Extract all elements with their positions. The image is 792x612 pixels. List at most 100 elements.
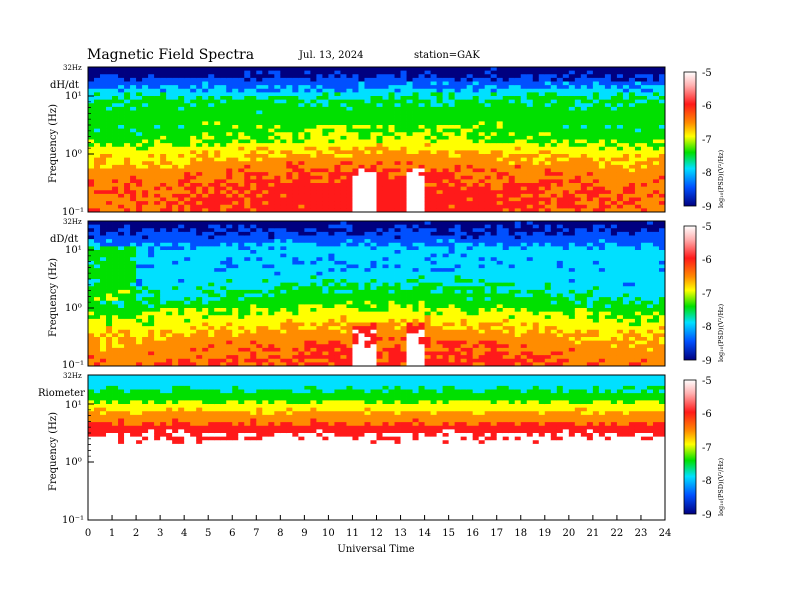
spectrogram-cell [340, 183, 347, 188]
spectrogram-cell [610, 204, 618, 209]
spectrogram-cell [238, 264, 245, 269]
spectrogram-cell [226, 308, 233, 313]
spectrogram-cell [142, 96, 149, 101]
spectrogram-cell [574, 146, 582, 151]
spectrogram-cell [472, 157, 480, 162]
spectrogram-cell [196, 197, 203, 202]
spectrogram-cell [538, 175, 546, 180]
spectrogram-cell [502, 183, 510, 188]
spectrogram-cell [442, 179, 450, 184]
spectrogram-cell [226, 74, 233, 79]
spectrogram-cell [658, 88, 666, 93]
spectrogram-cell [208, 279, 215, 284]
spectrogram-cell [568, 175, 576, 180]
spectrogram-cell [232, 329, 239, 334]
spectrogram-cell [334, 135, 341, 140]
spectrogram-cell [106, 326, 113, 331]
spectrogram-cell [154, 297, 161, 302]
spectrogram-cell [442, 190, 450, 195]
spectrogram-cell [148, 271, 155, 276]
spectrogram-cell [352, 179, 359, 184]
spectrogram-cell [256, 150, 263, 155]
spectrogram-cell [538, 201, 546, 206]
spectrogram-cell [424, 103, 431, 108]
spectrogram-cell [130, 128, 137, 133]
spectrogram-cell [112, 110, 119, 115]
spectrogram-cell [118, 183, 125, 188]
spectrogram-cell [448, 179, 456, 184]
spectrogram-cell [166, 157, 173, 162]
spectrogram-cell [352, 125, 359, 130]
spectrogram-cell [490, 103, 498, 108]
spectrogram-cell [514, 197, 522, 202]
spectrogram-cell [88, 224, 95, 229]
spectrogram-cell [496, 114, 504, 119]
spectrogram-cell [466, 154, 474, 159]
spectrogram-cell [406, 146, 413, 151]
spectrogram-cell [616, 74, 624, 79]
spectrogram-cell [538, 161, 546, 166]
spectrogram-cell [382, 179, 389, 184]
spectrogram-cell [220, 150, 227, 155]
spectrogram-cell [214, 186, 221, 191]
spectrogram-cell [628, 154, 636, 159]
spectrogram-cell [550, 128, 558, 133]
spectrogram-cell [100, 246, 107, 251]
spectrogram-cell [400, 183, 407, 188]
spectrogram-cell [538, 99, 546, 104]
spectrogram-cell [436, 67, 444, 72]
spectrogram-cell [526, 88, 534, 93]
spectrogram-cell [310, 67, 317, 72]
spectrogram-cell [136, 172, 143, 177]
spectrogram-cell [220, 168, 227, 173]
spectrogram-cell [304, 117, 311, 122]
spectrogram-cell [268, 146, 275, 151]
spectrogram-cell [298, 132, 305, 137]
spectrogram-cell [196, 246, 203, 251]
spectrogram-cell [544, 67, 552, 72]
spectrogram-cell [520, 103, 528, 108]
spectrogram-cell [154, 103, 161, 108]
spectrogram-cell [112, 242, 119, 247]
spectrogram-cell [160, 268, 167, 273]
spectrogram-cell [106, 279, 113, 284]
spectrogram-cell [166, 135, 173, 140]
spectrogram-cell [502, 168, 510, 173]
spectrogram-cell [514, 85, 522, 90]
spectrogram-cell [202, 179, 209, 184]
spectrogram-cell [112, 186, 119, 191]
spectrogram-cell [364, 135, 371, 140]
spectrogram-cell [514, 183, 522, 188]
spectrogram-cell [220, 139, 227, 144]
spectrogram-cell [538, 143, 546, 148]
spectrogram-cell [496, 157, 504, 162]
spectrogram-cell [472, 143, 480, 148]
spectrogram-cell [544, 164, 552, 169]
spectrogram-cell [562, 88, 570, 93]
spectrogram-cell [286, 103, 293, 108]
spectrogram-cell [130, 168, 137, 173]
spectrogram-cell [196, 208, 203, 213]
spectrogram-cell [94, 197, 101, 202]
spectrogram-cell [622, 135, 630, 140]
spectrogram-cell [178, 351, 185, 356]
spectrogram-cell [184, 179, 191, 184]
spectrogram-cell [652, 168, 660, 173]
spectrogram-cell [604, 150, 612, 155]
spectrogram-cell [214, 235, 221, 240]
spectrogram-cell [286, 110, 293, 115]
spectrogram-cell [208, 96, 215, 101]
spectrogram-cell [238, 106, 245, 111]
spectrogram-cell [148, 337, 155, 342]
spectrogram-cell [220, 135, 227, 140]
spectrogram-cell [316, 85, 323, 90]
spectrogram-cell [586, 143, 594, 148]
spectrogram-cell [346, 128, 353, 133]
spectrogram-cell [88, 161, 95, 166]
spectrogram-cell [88, 253, 95, 258]
spectrogram-cell [628, 135, 636, 140]
spectrogram-cell [274, 183, 281, 188]
spectrogram-cell [112, 304, 119, 309]
spectrogram-cell [172, 224, 179, 229]
spectrogram-cell [268, 135, 275, 140]
